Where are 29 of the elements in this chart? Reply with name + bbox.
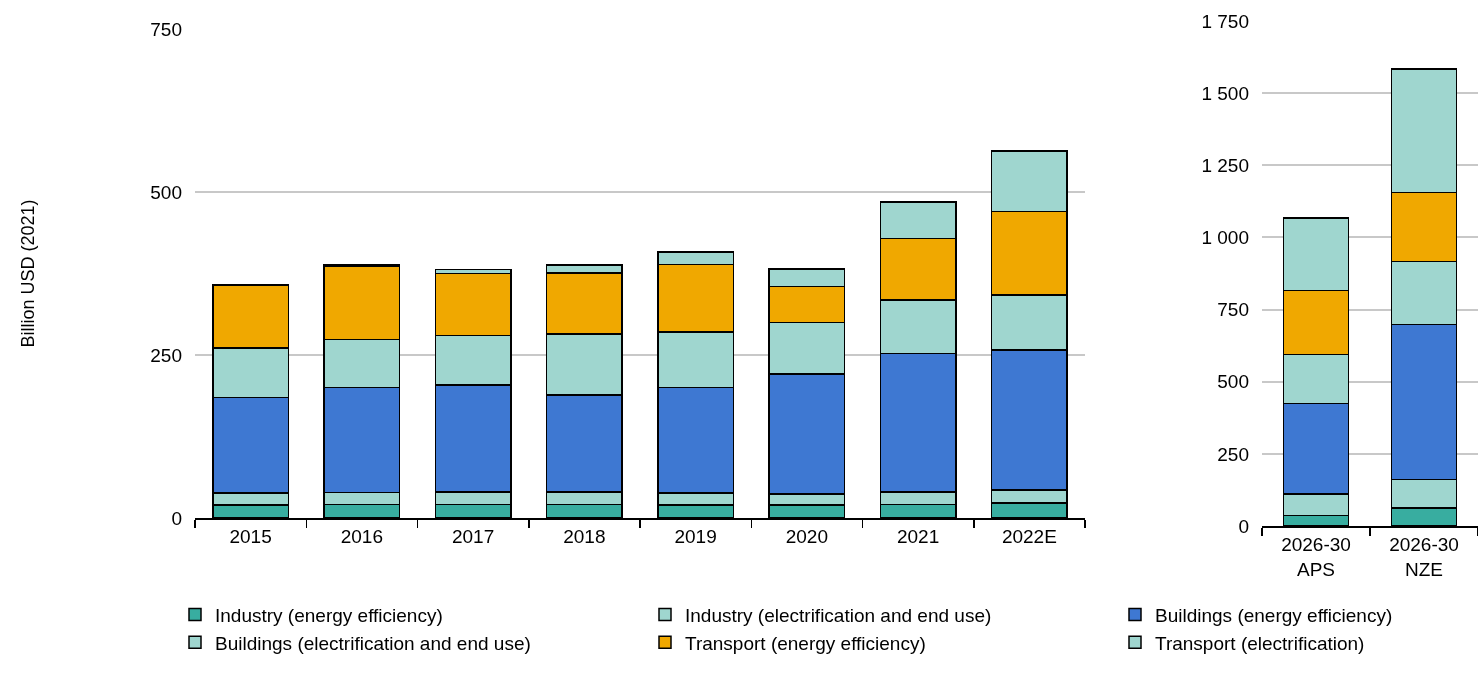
y-tick-label: 1 000	[1201, 227, 1249, 249]
legend-label: Buildings (energy efficiency)	[1155, 604, 1393, 626]
x-tick-label: 2026-30 APS	[1281, 533, 1351, 580]
y-axis-title: Billion USD (2021)	[18, 199, 39, 348]
y-tick-label: 1 750	[1201, 10, 1249, 32]
legend-label: Industry (energy efficiency)	[215, 604, 443, 626]
x-tick-label: 2026-30 NZE	[1389, 533, 1459, 580]
y-tick-label: 1 250	[1201, 154, 1249, 176]
y-tick-label: 0	[1238, 515, 1249, 537]
legend-label: Industry (electrification and end use)	[685, 604, 992, 626]
legend-label: Transport (energy efficiency)	[685, 632, 926, 654]
y-tick-label: 500	[150, 181, 182, 203]
x-tick-label: 2021	[896, 525, 940, 547]
x-tick-label: 2020	[785, 525, 829, 547]
x-tick-label: 2016	[340, 525, 384, 547]
legend-label: Buildings (electrification and end use)	[215, 632, 531, 654]
y-tick-label: 250	[1217, 443, 1249, 465]
y-tick-label: 500	[1217, 371, 1249, 393]
y-tick-label: 750	[150, 18, 182, 40]
x-tick-label: 2022E	[1001, 525, 1057, 547]
y-tick-label: 250	[150, 344, 182, 366]
y-tick-label: 750	[1217, 299, 1249, 321]
y-tick-label: 1 500	[1201, 82, 1249, 104]
legend-label: Transport (electrification)	[1155, 632, 1365, 654]
y-tick-label: 0	[171, 507, 182, 529]
x-tick-label: 2019	[674, 525, 717, 547]
x-tick-label: 2018	[563, 525, 606, 547]
x-tick-label: 2015	[229, 525, 272, 547]
x-tick-label: 2017	[451, 525, 495, 547]
